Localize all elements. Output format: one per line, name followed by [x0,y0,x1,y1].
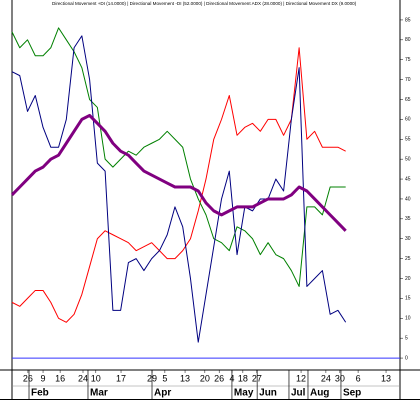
y-tick-label: 65 [405,97,411,103]
x-tick-label: 20 [200,373,210,383]
month-label: Sep [343,388,361,399]
chart-title: Directional Movement +DI (14.0000) | Dir… [52,1,357,6]
y-tick-label: 25 [405,256,411,262]
x-tick-label: 13 [381,373,391,383]
month-label: Feb [31,388,49,399]
y-tick-label: 35 [405,216,411,222]
y-tick-label: 50 [405,156,411,162]
y-tick-label: 20 [405,276,411,282]
y-tick-label: 45 [405,176,411,182]
y-tick-label: 15 [405,296,411,302]
x-tick-label: 5 [162,373,167,383]
series-line [10,113,347,232]
x-tick-label: 9 [41,373,46,383]
x-tick-label: 18 [238,373,248,383]
x-tick-label: 12 [296,373,306,383]
y-tick-label: 30 [405,236,411,242]
month-label: Apr [154,388,171,399]
month-label: Jun [259,388,277,399]
y-tick-label: 40 [405,196,411,202]
series-line [11,27,346,287]
y-tick-label: 70 [405,77,411,83]
y-tick-label: 10 [405,316,411,322]
y-tick-label: 60 [405,117,411,123]
x-tick-label: 13 [180,373,190,383]
y-tick-label: 75 [405,57,411,63]
month-label: Aug [310,388,329,399]
y-tick-label: 0 [405,355,408,361]
x-tick-label: 30 [335,373,345,383]
month-label: Mar [90,388,108,399]
x-tick-label: 16 [55,373,65,383]
series-line [11,47,346,323]
series-line [11,35,347,343]
x-tick-label: 10 [91,373,101,383]
y-tick-label: 55 [405,137,411,143]
y-tick-label: 5 [405,336,408,342]
x-tick-label: 26 [23,373,33,383]
x-tick-label: 24 [78,373,88,383]
y-tick-label: 80 [405,37,411,43]
month-label: Jul [291,388,306,399]
y-tick-label: 85 [405,17,411,23]
x-tick-label: 17 [116,373,126,383]
month-label: May [234,388,254,399]
x-tick-label: 6 [356,373,361,383]
x-tick-label: 24 [321,373,331,383]
x-tick-label: 26 [214,373,224,383]
